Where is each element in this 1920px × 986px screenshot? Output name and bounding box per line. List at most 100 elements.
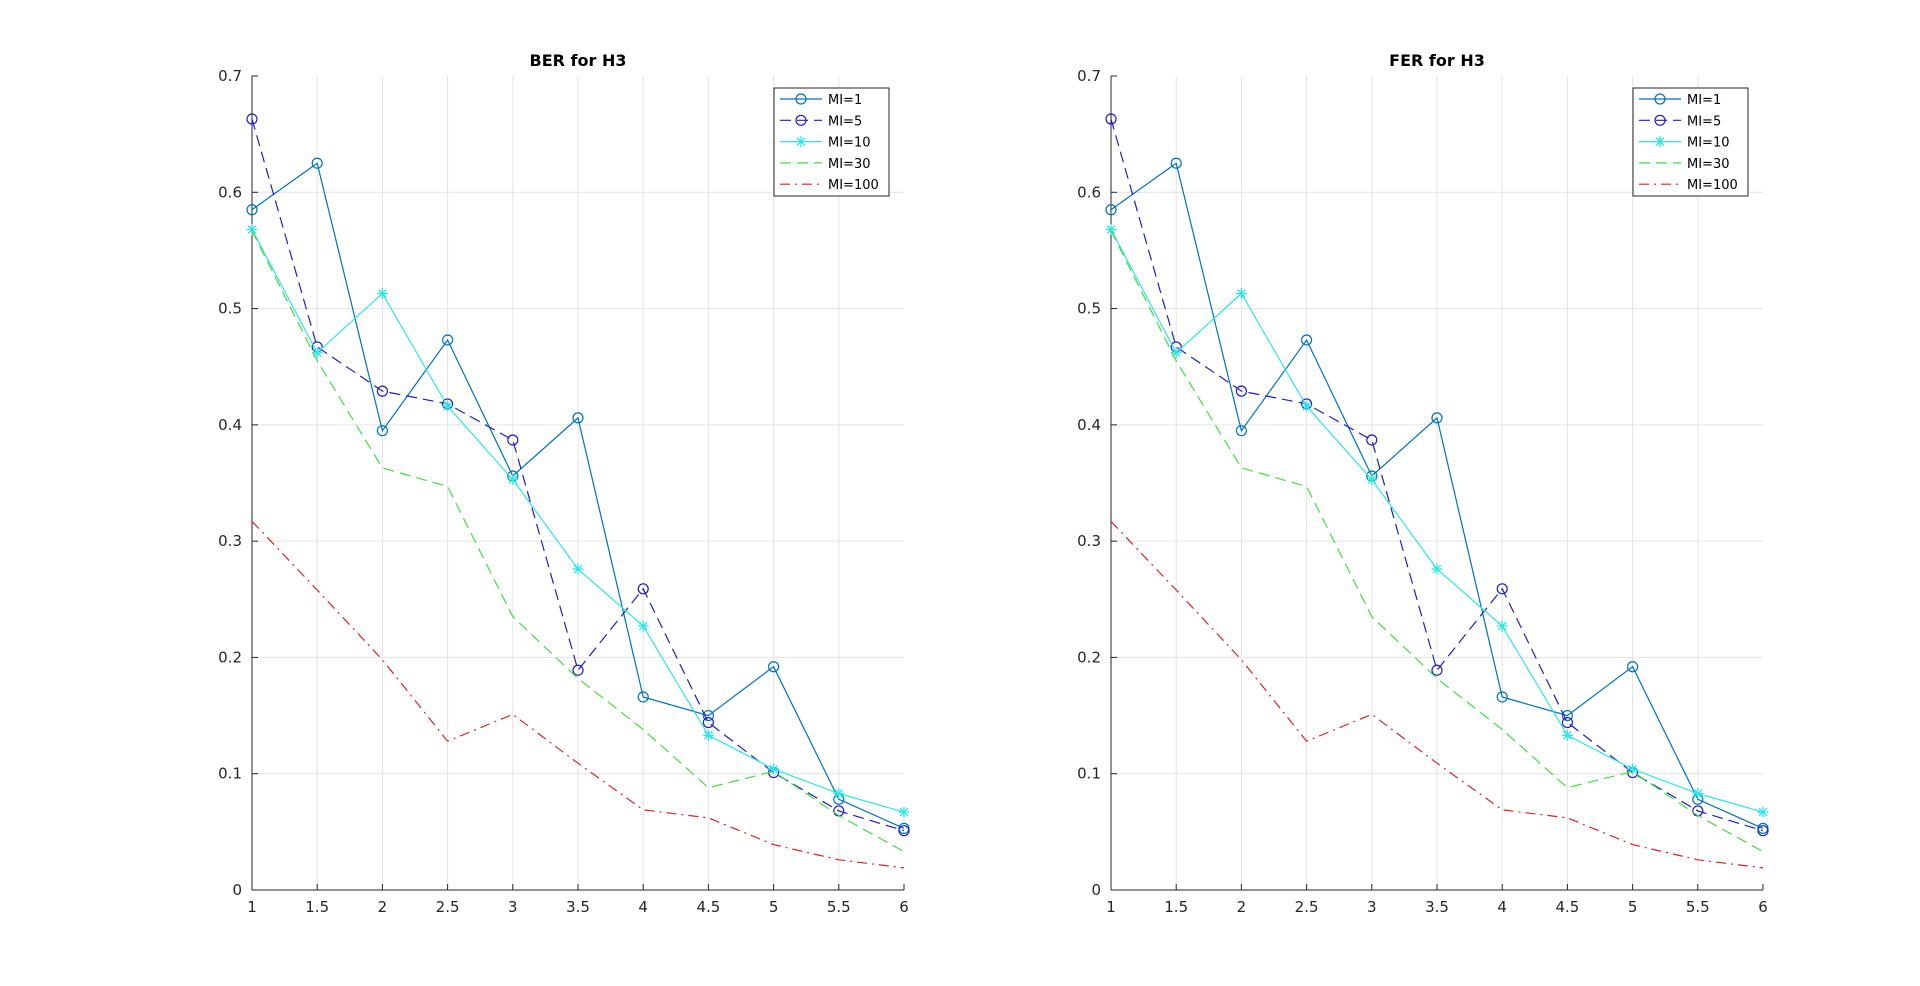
data-point [1105, 113, 1117, 125]
y-tick-label: 0.4 [218, 416, 242, 434]
series-mi-5 [246, 113, 910, 837]
y-tick-label: 0.6 [218, 183, 242, 201]
y-tick-label: 0.1 [218, 765, 242, 783]
data-point [1105, 204, 1117, 216]
x-tick-label: 6 [899, 898, 909, 916]
data-point [1757, 825, 1769, 837]
data-point [1496, 620, 1508, 632]
data-point [702, 709, 715, 722]
y-tick-label: 0.6 [1077, 183, 1101, 201]
y-tick-label: 0.2 [218, 648, 242, 666]
series-line [1110, 520, 1764, 869]
data-point [442, 334, 454, 346]
legend-marker [1654, 136, 1666, 148]
x-tick-label: 5.5 [827, 898, 851, 916]
x-tick-label: 2 [378, 898, 388, 916]
data-point [898, 825, 910, 837]
data-point [507, 474, 519, 486]
data-point [1170, 157, 1182, 169]
x-tick-label: 4.5 [1555, 898, 1579, 916]
data-point [1757, 806, 1769, 818]
series-mi-100 [251, 520, 905, 869]
x-tick-label: 2 [1237, 898, 1247, 916]
data-point [1496, 691, 1508, 703]
series-mi-100 [1110, 520, 1764, 869]
x-tick-label: 2.5 [436, 898, 460, 916]
data-point [572, 563, 584, 575]
series-mi-30 [251, 230, 905, 853]
data-point [572, 664, 584, 676]
data-point [1366, 474, 1378, 486]
data-point [898, 806, 910, 818]
legend-label: MI=10 [828, 136, 871, 151]
x-tick-label: 1.5 [305, 898, 329, 916]
y-tick-label: 0.1 [1077, 765, 1101, 783]
data-point [311, 347, 323, 359]
legend-label: MI=30 [828, 157, 871, 172]
series-line [1110, 118, 1764, 832]
legend-label: MI=5 [1687, 114, 1721, 129]
chart-title: FER for H3 [1389, 51, 1485, 70]
data-point [1692, 787, 1704, 799]
y-tick-label: 0 [232, 881, 242, 899]
x-tick-label: 5.5 [1686, 898, 1710, 916]
data-point [311, 157, 323, 169]
x-tick-label: 5 [1628, 898, 1638, 916]
legend-label: MI=100 [1687, 178, 1738, 193]
data-point [572, 412, 584, 424]
series-line [251, 230, 905, 853]
series-line [1110, 230, 1764, 853]
data-point [702, 729, 714, 741]
y-tick-label: 0 [1091, 881, 1101, 899]
data-point [442, 400, 454, 412]
legend-marker [795, 136, 807, 148]
data-point [702, 716, 715, 729]
data-point [637, 691, 649, 703]
legend-label: MI=10 [1687, 136, 1730, 151]
data-point [1105, 223, 1117, 235]
y-tick-label: 0.3 [1077, 532, 1101, 550]
data-point [767, 661, 780, 673]
data-point [1235, 287, 1247, 299]
data-point [1235, 385, 1248, 397]
data-point [507, 434, 519, 446]
data-point [637, 620, 649, 632]
data-point [1300, 334, 1313, 346]
x-tick-label: 1 [1106, 898, 1116, 916]
data-point [1561, 709, 1574, 722]
y-tick-label: 0.3 [218, 532, 242, 550]
series-mi-10 [1105, 223, 1769, 818]
x-tick-label: 1 [247, 898, 257, 916]
data-point [1301, 400, 1313, 412]
x-tick-label: 1.5 [1164, 898, 1188, 916]
x-tick-label: 6 [1758, 898, 1768, 916]
data-point [1561, 729, 1573, 741]
series-mi-1 [1105, 157, 1769, 834]
y-tick-label: 0.5 [218, 300, 242, 318]
data-point [1366, 434, 1378, 446]
legend-label: MI=5 [828, 114, 862, 129]
data-point [1626, 661, 1639, 673]
legend: MI=1 MI=5 MI=10 MI=30 MI=100 [1632, 87, 1749, 197]
data-point [1235, 425, 1248, 437]
x-tick-label: 5 [769, 898, 779, 916]
legend-marker [795, 93, 807, 105]
legend-label: MI=100 [828, 178, 879, 193]
ber-chart: 1 1.5 2 2.5 3 3.5 4 4.5 5 5.5 6 0 0.1 0.2 0.3 0.4 0.5 0.6… [218, 51, 910, 916]
series-line [251, 520, 905, 869]
data-point [1431, 563, 1443, 575]
y-tick-label: 0.7 [218, 67, 242, 85]
x-tick-label: 3 [1367, 898, 1377, 916]
data-point [768, 763, 780, 775]
data-point [376, 385, 388, 397]
y-tick-label: 0.7 [1077, 67, 1101, 85]
legend-marker [1654, 93, 1666, 105]
legend: MI=1 MI=5 MI=10 MI=30 MI=100 [773, 87, 890, 197]
y-tick-label: 0.2 [1077, 648, 1101, 666]
fer-chart: 1 1.5 2 2.5 3 3.5 4 4.5 5 5.5 6 0 0.1 0.2 0.3 0.4 0.5 0.6… [1077, 51, 1769, 916]
legend-label: MI=1 [828, 93, 862, 108]
series-line [251, 162, 905, 829]
data-point [1431, 664, 1443, 676]
x-tick-label: 4.5 [696, 898, 720, 916]
